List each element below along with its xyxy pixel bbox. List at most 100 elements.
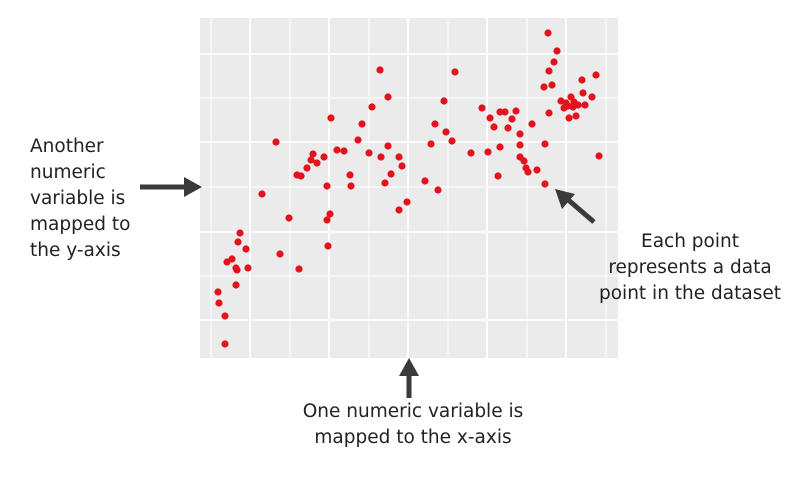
arrow-head — [555, 189, 575, 209]
point — [297, 172, 305, 180]
point — [579, 89, 587, 97]
point — [528, 120, 536, 128]
point — [486, 114, 494, 122]
point — [541, 140, 549, 148]
arrow — [564, 196, 596, 224]
point — [234, 238, 242, 246]
point — [578, 76, 586, 84]
point — [242, 245, 250, 253]
point — [595, 152, 603, 160]
point — [324, 242, 332, 250]
point — [592, 71, 600, 79]
annotation: numeric — [30, 162, 106, 183]
point — [233, 266, 241, 274]
point — [221, 340, 229, 348]
point — [395, 153, 403, 161]
point — [550, 58, 558, 66]
point — [484, 148, 492, 156]
point — [368, 103, 376, 111]
annotation: mapped to — [30, 214, 130, 235]
point — [467, 149, 475, 157]
point — [588, 93, 596, 101]
point — [354, 136, 362, 144]
point — [496, 108, 504, 116]
point — [516, 141, 524, 149]
point — [333, 146, 341, 154]
point — [295, 265, 303, 273]
point — [545, 67, 553, 75]
point — [228, 255, 236, 263]
point — [427, 140, 435, 148]
point — [307, 156, 315, 164]
point — [545, 109, 553, 117]
point — [381, 179, 389, 187]
point — [572, 112, 580, 120]
arrow-head — [184, 177, 202, 197]
point — [303, 164, 311, 172]
arrow-head — [399, 358, 419, 376]
point — [327, 114, 335, 122]
point — [403, 198, 411, 206]
point — [524, 168, 532, 176]
point — [384, 93, 392, 101]
point — [395, 206, 403, 214]
point — [236, 229, 244, 237]
point — [387, 170, 395, 178]
point — [232, 281, 240, 289]
point — [442, 128, 450, 136]
point — [323, 182, 331, 190]
point — [478, 104, 486, 112]
point — [553, 47, 561, 55]
point — [358, 120, 366, 128]
point — [272, 138, 280, 146]
point — [398, 162, 406, 170]
point — [276, 250, 284, 258]
point — [508, 115, 516, 123]
point — [512, 107, 520, 115]
point — [384, 142, 392, 150]
point — [544, 29, 552, 37]
point — [533, 166, 541, 174]
point — [347, 182, 355, 190]
point — [574, 101, 582, 109]
point — [215, 299, 223, 307]
point — [346, 171, 354, 179]
annotation: Each point — [641, 231, 739, 252]
point — [221, 312, 229, 320]
point — [320, 153, 328, 161]
point — [309, 150, 317, 158]
point — [244, 264, 252, 272]
point — [313, 159, 321, 167]
point — [258, 190, 266, 198]
point — [520, 157, 528, 165]
point — [421, 177, 429, 185]
point — [340, 147, 348, 155]
point — [448, 137, 456, 145]
annotation: mapped to the x-axis — [314, 427, 511, 448]
annotation: One numeric variable is — [303, 401, 524, 422]
annotation: represents a data — [608, 257, 771, 278]
annotation: the y-axis — [30, 240, 121, 261]
point — [326, 210, 334, 218]
point — [490, 123, 498, 131]
point — [431, 120, 439, 128]
point — [434, 186, 442, 194]
point — [285, 214, 293, 222]
point — [540, 83, 548, 91]
point — [365, 149, 373, 157]
point — [214, 288, 222, 296]
point — [504, 124, 512, 132]
point — [496, 143, 504, 151]
point — [548, 81, 556, 89]
plot-panel — [200, 18, 618, 358]
point — [451, 68, 459, 76]
point — [377, 153, 385, 161]
point — [376, 66, 384, 74]
annotation: variable is — [30, 188, 125, 209]
point — [541, 180, 549, 188]
point — [501, 108, 509, 116]
annotation: Another — [30, 136, 104, 157]
point — [516, 130, 524, 138]
point — [440, 97, 448, 105]
